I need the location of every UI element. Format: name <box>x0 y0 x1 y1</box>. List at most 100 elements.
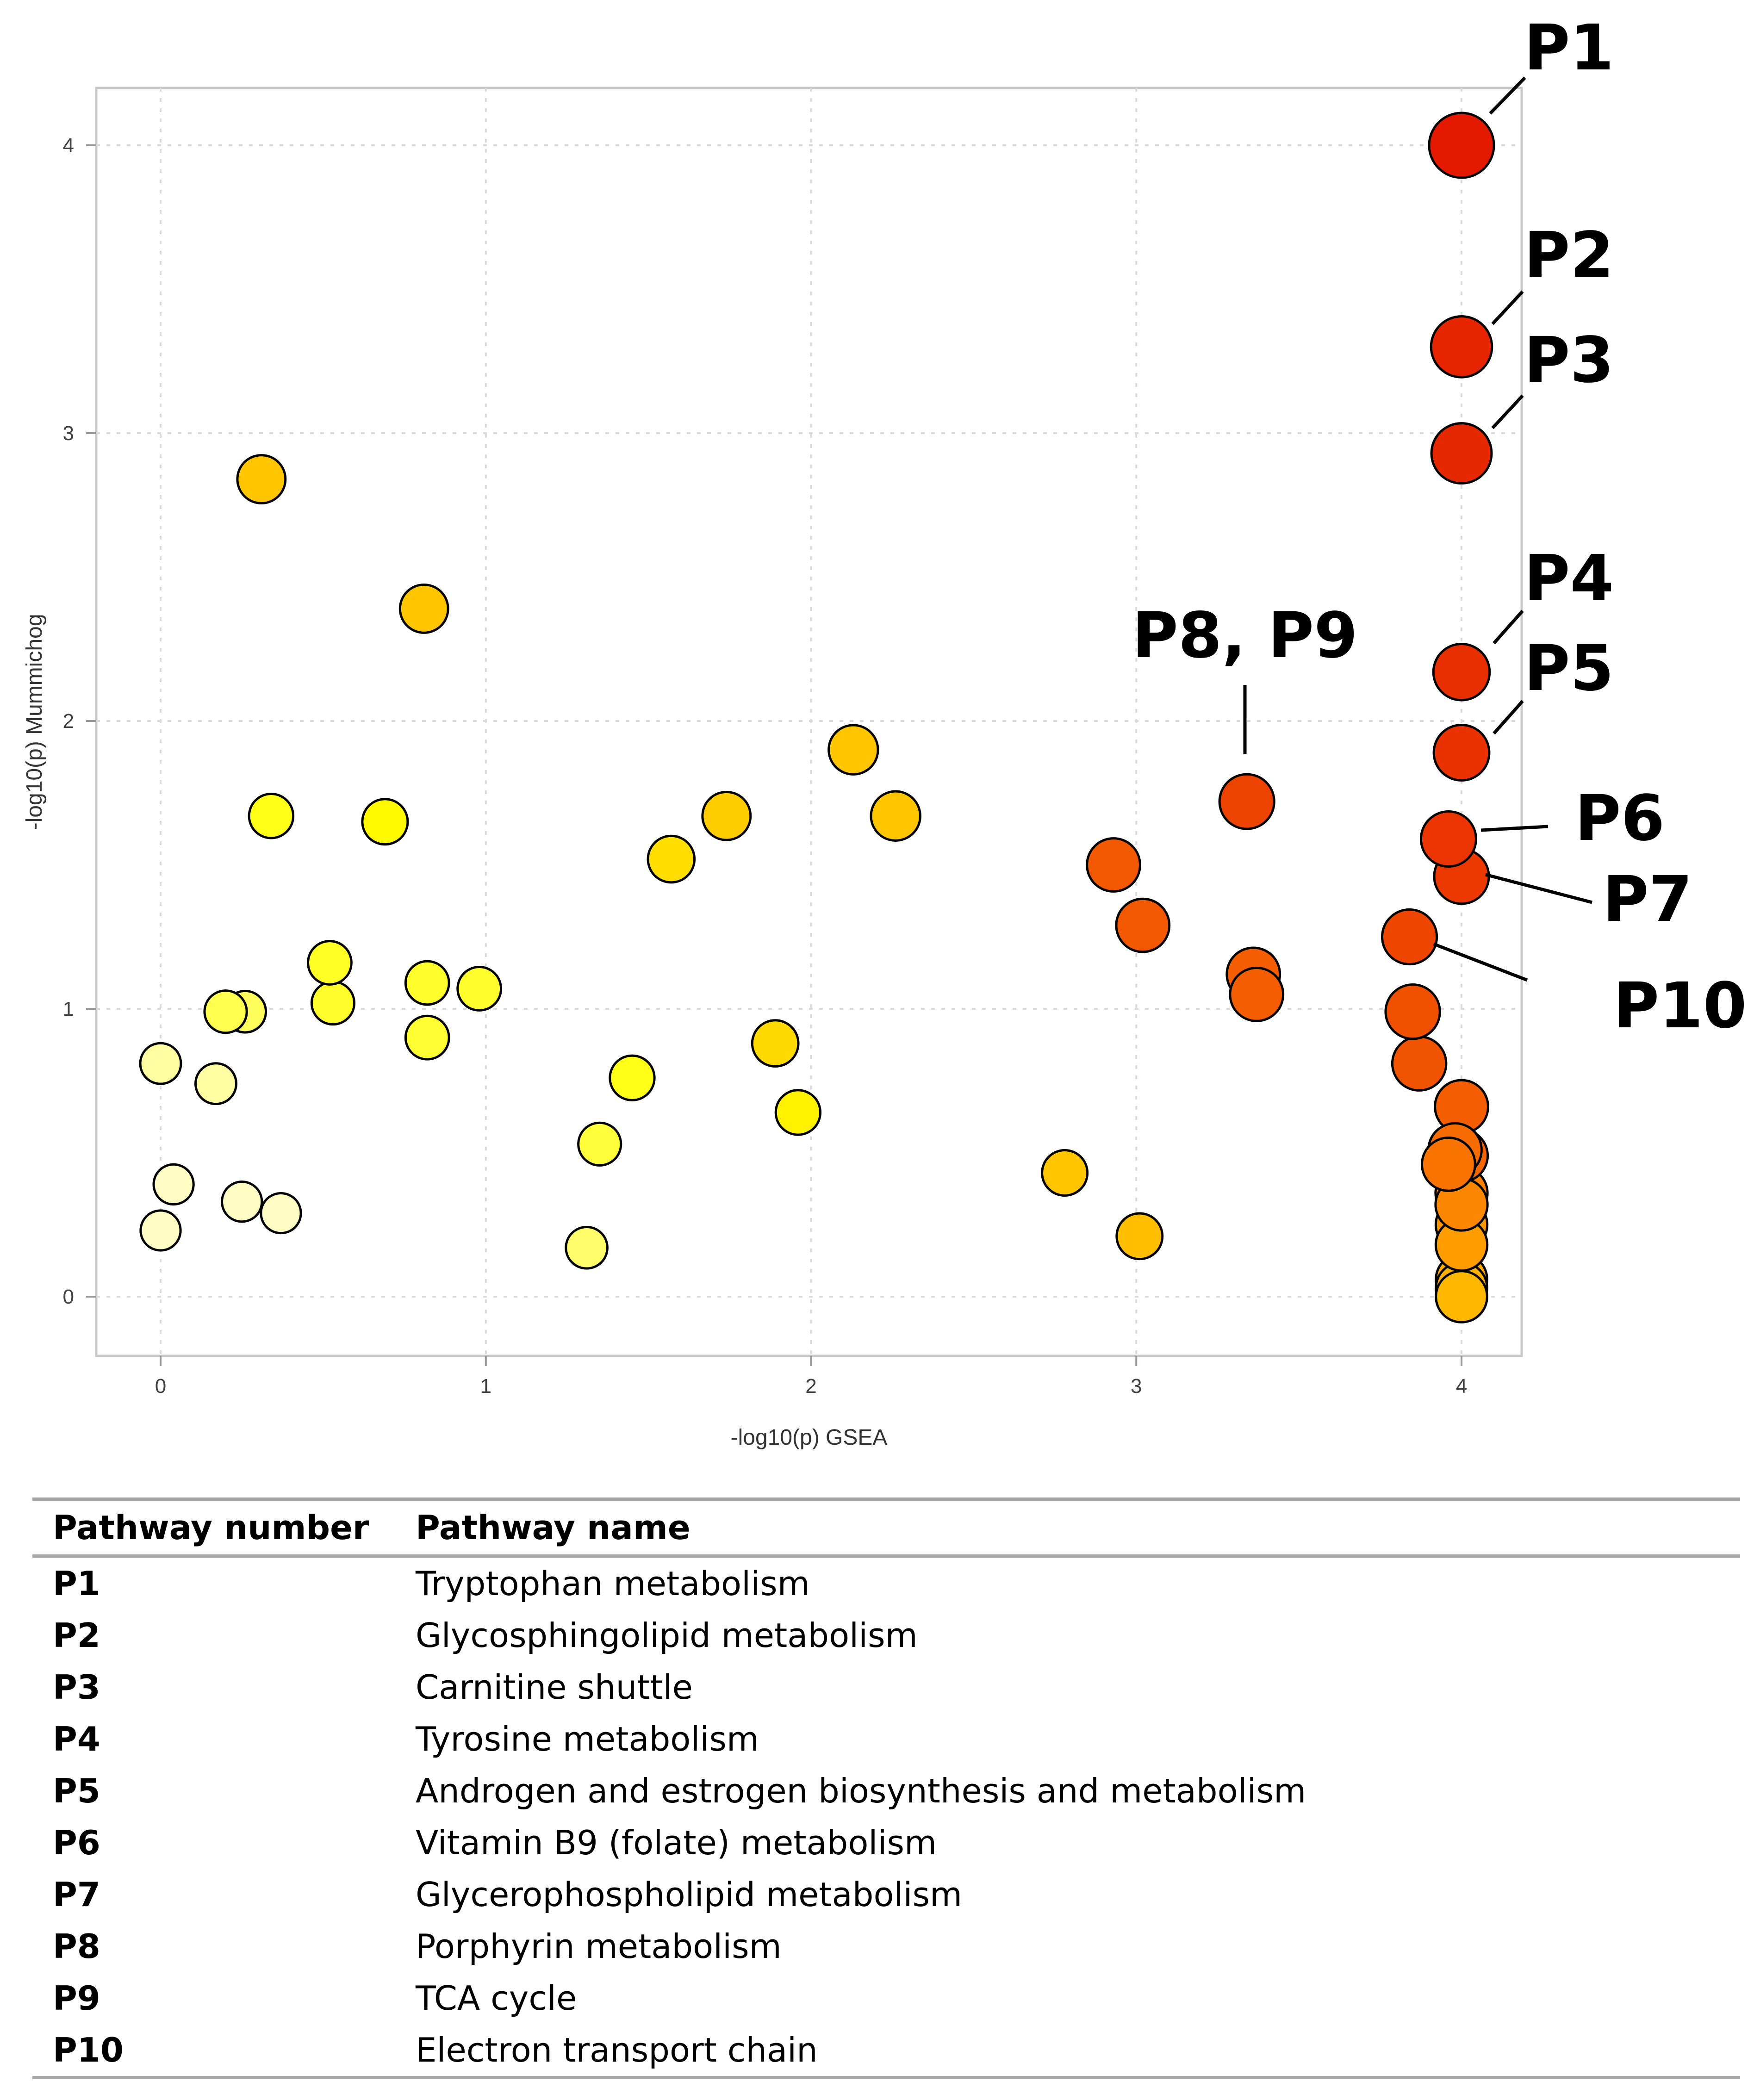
legend-row: P1 Tryptophan metabolism <box>32 1556 1740 1610</box>
point-p3 <box>1430 422 1493 485</box>
pathway-name: Electron transport chain <box>395 2024 1740 2079</box>
data-point <box>310 981 356 1026</box>
pathway-legend-table: Pathway number Pathway name P1 Tryptophan… <box>32 1497 1740 2079</box>
data-point <box>1229 967 1285 1022</box>
callout-label-p4: P4 <box>1524 542 1614 615</box>
legend-row: P2 Glycosphingolipid metabolism <box>32 1609 1740 1661</box>
callout-leader-line <box>1491 290 1524 325</box>
legend-row: P3 Carnitine shuttle <box>32 1661 1740 1713</box>
pathway-number: P2 <box>53 1616 100 1655</box>
x-tick-label: 1 <box>480 1375 491 1398</box>
callout-leader-line <box>1433 942 1528 982</box>
data-point <box>398 583 449 634</box>
grid-lines <box>96 88 1522 1356</box>
point-p2 <box>1430 315 1493 379</box>
data-point <box>139 1042 182 1085</box>
data-point <box>139 1209 182 1252</box>
pathway-name: Carnitine shuttle <box>416 1668 693 1707</box>
pathway-name: TCA cycle <box>416 1979 577 2018</box>
y-tick-label: 1 <box>63 998 74 1020</box>
data-point <box>307 940 353 986</box>
pathway-number: P3 <box>53 1668 100 1707</box>
data-point <box>751 1019 800 1068</box>
callout-label-p3: P3 <box>1524 324 1614 397</box>
point-p5 <box>1432 724 1491 782</box>
legend-body: P1 Tryptophan metabolism P2 Glycosphingolip… <box>32 1556 1740 2079</box>
y-tick-label: 4 <box>63 134 74 157</box>
y-axis-title: -log10(p) Mummichog <box>22 614 47 830</box>
callout-leader-line <box>1485 873 1592 904</box>
data-point <box>565 1225 609 1270</box>
pathway-number: P7 <box>53 1875 100 1914</box>
pathway-name: Vitamin B9 (folate) metabolism <box>416 1823 937 1862</box>
point-p6 <box>1419 810 1477 868</box>
data-point <box>194 1062 237 1106</box>
callout-label-p2: P2 <box>1524 219 1614 292</box>
data-point <box>1086 837 1141 893</box>
pathway-name: Tyrosine metabolism <box>416 1720 759 1758</box>
data-point <box>609 1054 656 1101</box>
pathway-number: P10 <box>32 2024 395 2079</box>
data-point <box>404 1014 450 1061</box>
data-point <box>1115 897 1171 953</box>
data-point <box>152 1163 195 1206</box>
data-point <box>774 1089 822 1136</box>
data-point <box>248 793 295 839</box>
pathway-number: P1 <box>53 1564 100 1603</box>
callout-label-p10: P10 <box>1613 969 1747 1043</box>
x-tick-label: 0 <box>155 1375 166 1398</box>
x-tick-label: 4 <box>1456 1375 1467 1398</box>
pathway-number: P5 <box>53 1771 100 1810</box>
point-p10 <box>1381 908 1438 966</box>
data-point <box>236 454 287 504</box>
data-point <box>260 1192 302 1235</box>
callout-labels: P1 P2 P3 P4 P5 P6 P7 P8, P9 P10 <box>1132 12 1747 1043</box>
callout-leader-line <box>1489 76 1526 115</box>
callout-label-p5: P5 <box>1524 632 1614 705</box>
scatter-chart: 0 1 2 3 4 0 1 2 3 4 P1 P2 P3 P4 P5 P6 P7 P8, P9 P10 -log1… <box>22 12 1747 1450</box>
data-point <box>404 960 450 1006</box>
data-point <box>870 790 921 842</box>
legend-row: P5 Androgen and estrogen biosynthesis and… <box>32 1765 1740 1817</box>
data-point <box>647 834 696 884</box>
data-point <box>456 966 503 1012</box>
data-points <box>139 112 1495 1323</box>
legend-row: P4 Tyrosine metabolism <box>32 1713 1740 1765</box>
legend-row: P6 Vitamin B9 (folate) metabolism <box>32 1817 1740 1869</box>
callout-leader-line <box>1493 609 1524 645</box>
y-tick-label: 3 <box>63 422 74 445</box>
x-axis-title: -log10(p) GSEA <box>731 1425 888 1450</box>
callout-label-p8-p9: P8, P9 <box>1132 599 1358 672</box>
y-tick-label: 0 <box>63 1286 74 1308</box>
data-point <box>701 790 752 841</box>
pathway-number: P8 <box>53 1927 100 1966</box>
data-point <box>1041 1149 1089 1197</box>
pathway-name: Tryptophan metabolism <box>416 1564 810 1603</box>
data-point <box>577 1121 622 1167</box>
point-p4 <box>1432 643 1491 702</box>
legend-header-row: Pathway number Pathway name <box>32 1497 1740 1558</box>
pathway-name: Porphyrin metabolism <box>416 1927 782 1966</box>
point-p8-p9 <box>1218 773 1275 830</box>
pathway-name: Androgen and estrogen biosynthesis and m… <box>416 1771 1306 1810</box>
callout-leader-line <box>1480 825 1549 832</box>
legend-row: P10 Electron transport chain <box>32 2024 1740 2079</box>
header-pathway-name: Pathway name <box>395 1497 1740 1558</box>
y-tick-label: 2 <box>63 710 74 733</box>
pathway-name: Glycerophospholipid metabolism <box>416 1875 963 1914</box>
callout-label-p7: P7 <box>1603 863 1692 936</box>
data-point <box>827 724 879 776</box>
point-p1 <box>1428 112 1495 179</box>
data-point <box>1420 1136 1476 1192</box>
callout-label-p6: P6 <box>1575 782 1665 855</box>
data-point <box>203 989 248 1034</box>
data-point <box>1384 983 1441 1040</box>
axes: 0 1 2 3 4 0 1 2 3 4 <box>63 134 1468 1398</box>
x-tick-label: 3 <box>1131 1375 1142 1398</box>
pathway-number: P4 <box>53 1720 100 1758</box>
data-point <box>1391 1035 1448 1092</box>
x-tick-label: 2 <box>805 1375 816 1398</box>
header-pathway-number: Pathway number <box>32 1497 395 1558</box>
data-point <box>1435 1270 1488 1323</box>
callout-label-p1: P1 <box>1524 12 1614 85</box>
